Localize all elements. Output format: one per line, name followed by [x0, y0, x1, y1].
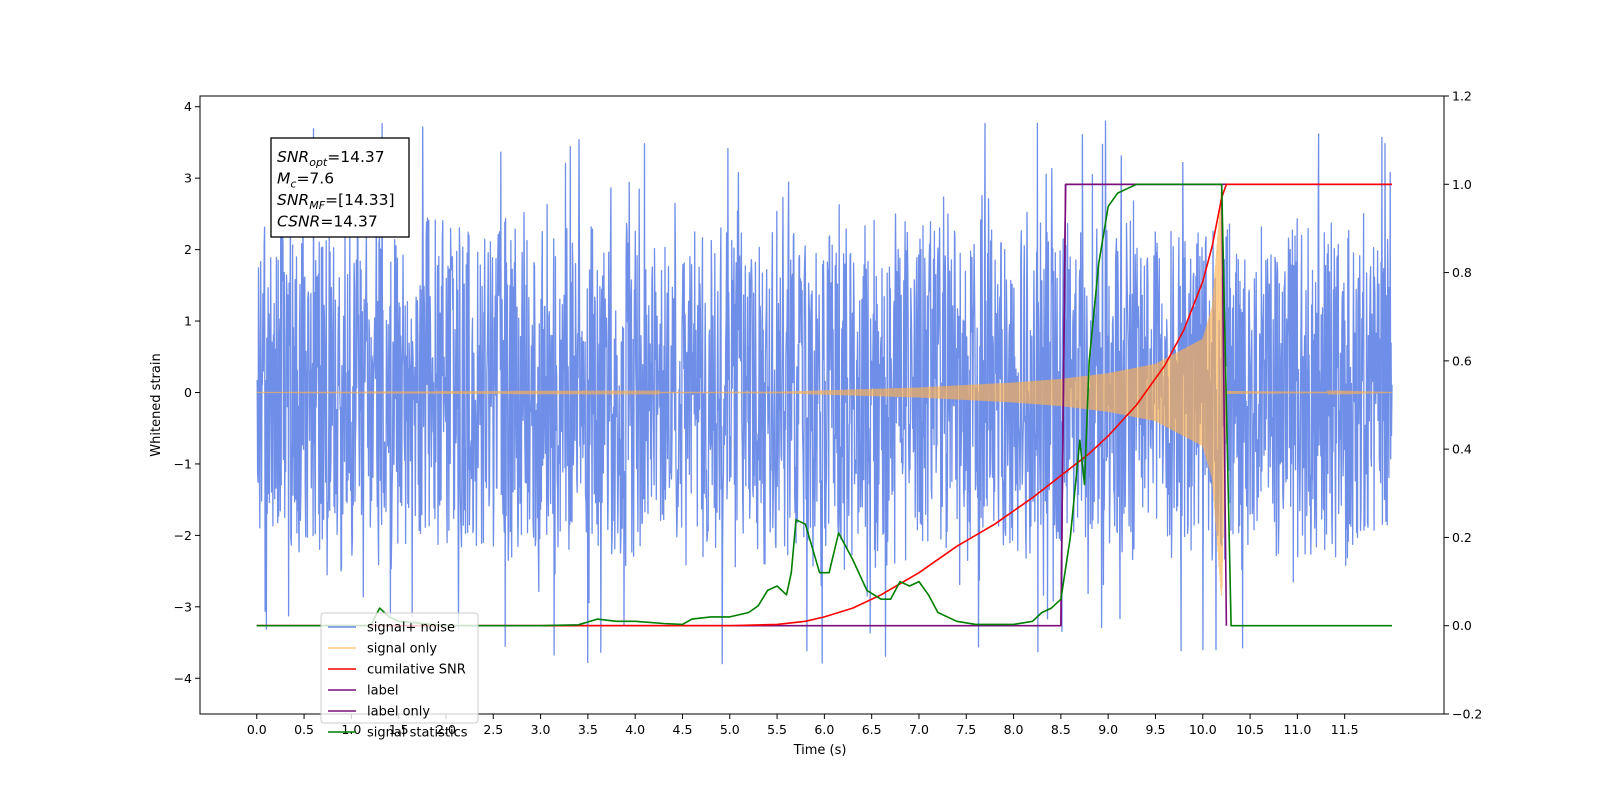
x-tick-label: 5.5	[767, 722, 787, 737]
annotation-symbol: SNR	[277, 191, 309, 209]
annotation-line: CSNR=14.37	[277, 213, 378, 231]
annotation-value: =7.6	[296, 170, 334, 188]
annotation-frame	[270, 137, 410, 238]
y-axis-left-label: Whitened strain	[149, 353, 164, 456]
y-left-tick-label: 4	[184, 99, 192, 114]
y-right-tick-label: 1.2	[1452, 89, 1472, 104]
legend-entry: signal+ noise	[367, 621, 455, 636]
x-tick-label: 3.0	[531, 722, 551, 737]
x-tick-label: 0.5	[294, 722, 314, 737]
y-left-tick-label: 1	[184, 314, 192, 329]
y-left-tick-label: 0	[184, 385, 192, 400]
x-tick-label: 7.5	[956, 722, 976, 737]
y-left-tick-label: −2	[174, 528, 192, 543]
x-tick-label: 5.0	[720, 722, 740, 737]
x-tick-label: 7.0	[909, 722, 929, 737]
series-signal-only	[256, 185, 1392, 597]
x-tick-label: 3.5	[578, 722, 598, 737]
y-axis-right: −0.2 0.0 0.2 0.4 0.6 0.8 1.0 1.2	[1444, 89, 1482, 722]
legend-entry: label	[367, 684, 398, 699]
annotation-value: =14.37	[320, 213, 377, 231]
plot-area	[256, 120, 1393, 665]
legend-entry: label only	[367, 705, 430, 720]
legend-entry: cumilative SNR	[367, 663, 466, 678]
series-cumulative-snr	[256, 183, 1392, 627]
x-tick-label: 9.0	[1098, 722, 1118, 737]
x-tick-label: 2.0	[436, 722, 456, 737]
x-tick-label: 10.5	[1236, 722, 1264, 737]
legend: signal+ noise signal only cumilative SNR la…	[320, 612, 479, 741]
annotation-line: SNRopt=14.37	[277, 148, 385, 169]
y-right-tick-label: 0.2	[1452, 530, 1472, 545]
x-tick-label: 8.0	[1004, 722, 1024, 737]
y-left-tick-label: 3	[184, 171, 192, 186]
x-tick-label: 10.0	[1189, 722, 1217, 737]
y-left-tick-label: −1	[174, 456, 192, 471]
x-tick-label: 8.5	[1051, 722, 1071, 737]
annotation-subscript: MF	[309, 199, 325, 212]
series-signal-statistics	[256, 183, 1392, 627]
x-axis-label: Time (s)	[793, 743, 847, 758]
statistics-layer	[256, 183, 1392, 627]
y-right-tick-label: 0.8	[1452, 265, 1472, 280]
legend-frame	[320, 612, 479, 724]
signal-only-layer	[256, 185, 1392, 597]
x-tick-label: 6.5	[862, 722, 882, 737]
x-tick-label: 2.5	[483, 722, 503, 737]
legend-entry: signal statistics	[367, 726, 468, 741]
series-signal-noise	[256, 120, 1393, 665]
x-tick-label: 0.0	[247, 722, 267, 737]
annotation-line: SNRMF=[14.33]	[277, 191, 395, 212]
x-axis: 0.0 0.5 1.0 1.5 2.0 2.5 3.0 3.5 4.0 4.5 5.0 5.5 6.0 6…	[247, 714, 1359, 737]
annotation-value: =[14.33]	[325, 191, 394, 209]
annotation-symbol: SNR	[277, 148, 309, 166]
y-axis-left: −4 −3 −2 −1 0 1 2 3 4	[174, 99, 200, 686]
annotation-line: Mc=7.6	[277, 170, 334, 191]
annotation-value: =14.37	[327, 148, 384, 166]
y-right-tick-label: −0.2	[1452, 707, 1482, 722]
x-tick-label: 11.5	[1331, 722, 1359, 737]
y-right-tick-label: 0.0	[1452, 618, 1472, 633]
y-right-tick-label: 0.6	[1452, 353, 1472, 368]
y-left-tick-label: −3	[174, 599, 192, 614]
y-left-tick-label: 2	[184, 242, 192, 257]
x-tick-label: 6.0	[814, 722, 834, 737]
x-tick-label: 4.0	[625, 722, 645, 737]
y-left-tick-label: −4	[174, 671, 192, 686]
plot-frame	[199, 95, 1445, 715]
annotation-symbol: CSNR	[277, 213, 320, 231]
x-tick-label: 1.5	[389, 722, 409, 737]
y-right-tick-label: 1.0	[1452, 177, 1472, 192]
legend-entry: signal only	[367, 642, 437, 657]
snr-annotation-box: SNRopt=14.37Mc=7.6SNRMF=[14.33]CSNR=14.3…	[270, 137, 410, 238]
annotation-symbol: M	[277, 170, 290, 188]
x-tick-label: 4.5	[673, 722, 693, 737]
signal-noise-layer	[256, 120, 1393, 665]
annotation-subscript: opt	[309, 156, 328, 169]
y-right-tick-label: 0.4	[1452, 442, 1472, 457]
annotation-subscript: c	[290, 178, 296, 191]
x-tick-label: 1.0	[341, 722, 361, 737]
x-tick-label: 11.0	[1283, 722, 1311, 737]
x-tick-label: 9.5	[1146, 722, 1166, 737]
